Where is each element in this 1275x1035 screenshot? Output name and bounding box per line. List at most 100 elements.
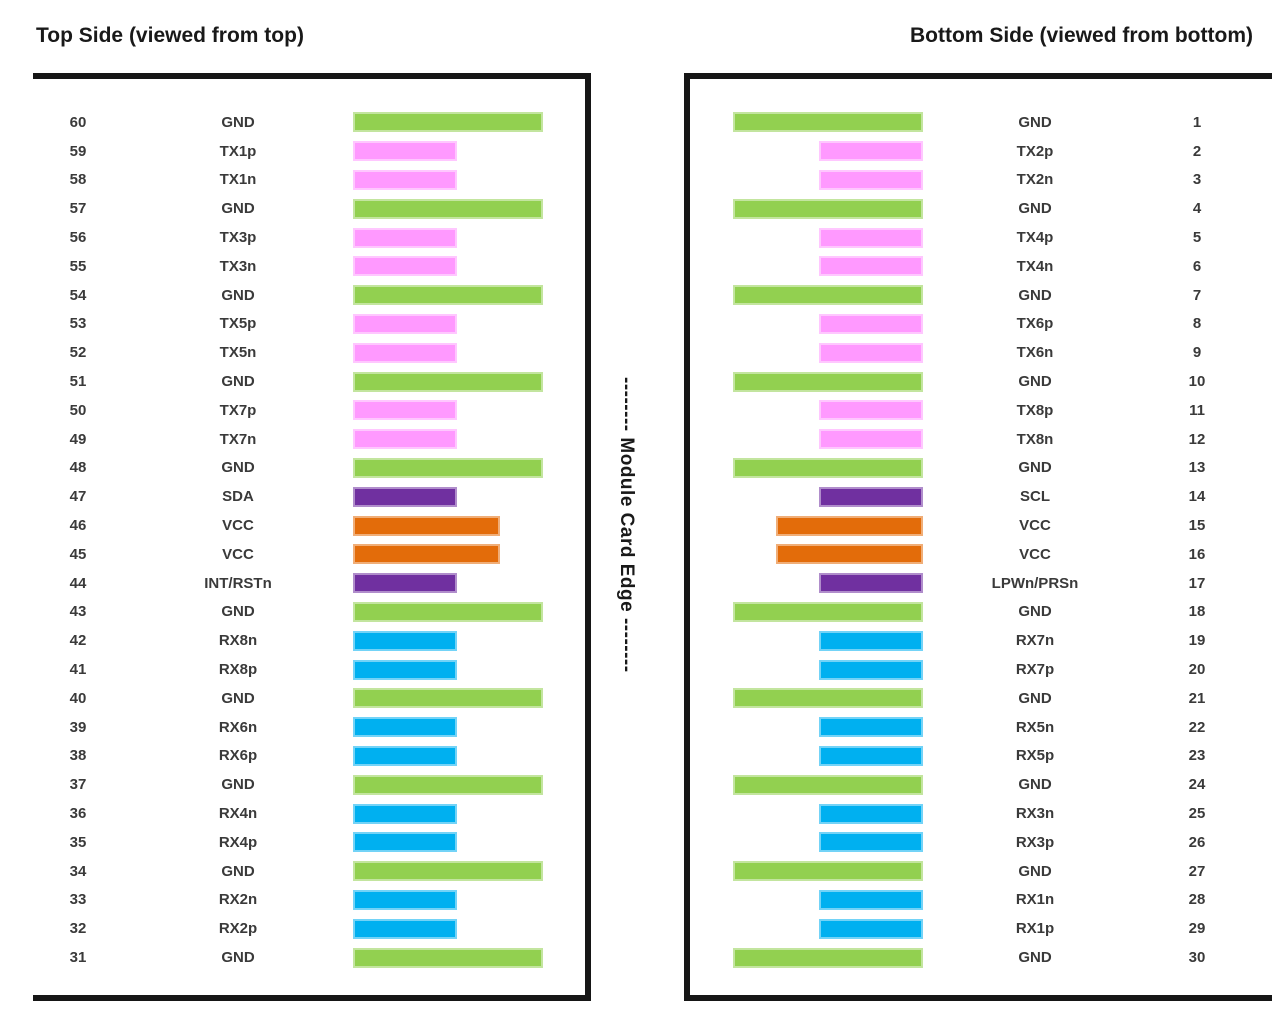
pin-signal-label: GND [1018, 689, 1052, 707]
pin-row: GND 10 [690, 367, 1272, 396]
pin-row: 48 GND [33, 454, 585, 483]
pin-number: 27 [1188, 862, 1206, 880]
pin-pad-bar-rx [819, 918, 923, 939]
pin-number: 42 [69, 632, 87, 650]
pin-pad-bar-area [353, 803, 585, 824]
pin-row: RX7p 20 [690, 655, 1272, 684]
pin-signal-label: GND [1018, 776, 1052, 794]
pin-number: 24 [1188, 776, 1206, 794]
pin-pad-bar-tx [353, 141, 457, 162]
pin-pad-bar-gnd [733, 371, 923, 392]
pin-signal-label: TX6n [1016, 344, 1054, 362]
pin-pad-bar-tx [353, 342, 457, 363]
pin-number: 59 [69, 142, 87, 160]
pin-row: RX5p 23 [690, 742, 1272, 771]
pin-row: 41 RX8p [33, 655, 585, 684]
pin-pad-bar-ctrl [819, 573, 923, 594]
pin-number: 51 [69, 373, 87, 391]
pin-pad-bar-area [690, 515, 923, 536]
pin-pad-bar-tx [819, 256, 923, 277]
pin-pad-bar-area [353, 515, 585, 536]
pin-pad-bar-area [690, 256, 923, 277]
pin-signal-label: TX5n [219, 344, 257, 362]
pin-pad-bar-tx [819, 400, 923, 421]
pin-signal-label: RX2p [218, 920, 258, 938]
pin-pad-bar-area [353, 198, 585, 219]
pin-pad-bar-tx [819, 313, 923, 334]
pin-number: 54 [69, 286, 87, 304]
pin-number: 45 [69, 545, 87, 563]
pin-signal-label: RX6p [218, 747, 258, 765]
pin-pad-bar-area [353, 285, 585, 306]
pin-pad-bar-area [690, 342, 923, 363]
pin-signal-label: SCL [1020, 488, 1050, 506]
pin-pad-bar-gnd [353, 198, 543, 219]
pin-pad-bar-area [353, 112, 585, 133]
pin-pad-bar-area [353, 774, 585, 795]
pin-pad-bar-tx [819, 342, 923, 363]
pin-pad-bar-vcc [776, 544, 923, 565]
pin-pad-bar-vcc [776, 515, 923, 536]
pin-pad-bar-area [353, 889, 585, 910]
pin-pad-bar-area [690, 918, 923, 939]
pin-pad-bar-area [690, 573, 923, 594]
pin-signal-label: TX6p [1016, 315, 1054, 333]
pin-number: 23 [1188, 747, 1206, 765]
pin-number: 20 [1188, 661, 1206, 679]
pin-row: GND 1 [690, 108, 1272, 137]
pin-pad-bar-area [690, 457, 923, 478]
pin-number: 9 [1192, 344, 1202, 362]
pin-row: GND 24 [690, 770, 1272, 799]
pin-number: 28 [1188, 891, 1206, 909]
pin-pad-bar-area [353, 313, 585, 334]
pin-row: 39 RX6n [33, 713, 585, 742]
pin-signal-label: RX1n [1015, 891, 1055, 909]
pin-row: SCL 14 [690, 482, 1272, 511]
pin-pad-bar-gnd [733, 861, 923, 882]
pin-signal-label: VCC [1019, 545, 1051, 563]
pin-number: 50 [69, 401, 87, 419]
pin-pad-bar-area [690, 774, 923, 795]
pin-signal-label: TX8n [1016, 430, 1054, 448]
pin-number: 46 [69, 517, 87, 535]
pin-pad-bar-gnd [353, 947, 543, 968]
pin-pad-bar-area [690, 198, 923, 219]
pin-number: 1 [1192, 113, 1202, 131]
pin-row: GND 7 [690, 281, 1272, 310]
pin-number: 55 [69, 257, 87, 275]
pin-pad-bar-gnd [353, 371, 543, 392]
pin-pad-bar-rx [353, 659, 457, 680]
pin-pad-bar-area [690, 889, 923, 910]
pin-row: GND 4 [690, 194, 1272, 223]
pin-row: 31 GND [33, 943, 585, 972]
pin-row: 40 GND [33, 684, 585, 713]
pin-signal-label: TX1n [219, 171, 257, 189]
pin-pad-bar-area [690, 544, 923, 565]
pin-pad-bar-gnd [733, 112, 923, 133]
pin-row: TX2p 2 [690, 137, 1272, 166]
pin-number: 40 [69, 689, 87, 707]
pin-number: 18 [1188, 603, 1206, 621]
pin-signal-label: TX5p [219, 315, 257, 333]
pin-number: 16 [1188, 545, 1206, 563]
top-side-pin-rows: 60 GND 59 TX1p 58 TX1n 57 GND 56 TX3p 55 TX3n 54 GND 5… [33, 79, 585, 972]
pin-pad-bar-area [353, 745, 585, 766]
pin-row: RX3p 26 [690, 828, 1272, 857]
pin-pad-bar-gnd [733, 198, 923, 219]
pin-pad-bar-gnd [353, 457, 543, 478]
pin-pad-bar-gnd [733, 774, 923, 795]
pin-number: 4 [1192, 200, 1202, 218]
pin-pad-bar-tx [353, 313, 457, 334]
pin-signal-label: GND [221, 689, 255, 707]
pin-row: GND 18 [690, 598, 1272, 627]
pin-pad-bar-gnd [353, 285, 543, 306]
pin-row: 56 TX3p [33, 223, 585, 252]
pin-number: 36 [69, 805, 87, 823]
bottom-side-pin-rows: GND 1 TX2p 2 TX2n 3 GND 4 TX4p 5 TX4n 6 GND 7 TX6p 8 TX6… [690, 79, 1272, 972]
pin-pad-bar-tx [353, 429, 457, 450]
pin-pad-bar-area [353, 717, 585, 738]
pin-row: 34 GND [33, 857, 585, 886]
pin-pad-bar-area [353, 918, 585, 939]
pin-pad-bar-area [353, 573, 585, 594]
pin-number: 41 [69, 661, 87, 679]
